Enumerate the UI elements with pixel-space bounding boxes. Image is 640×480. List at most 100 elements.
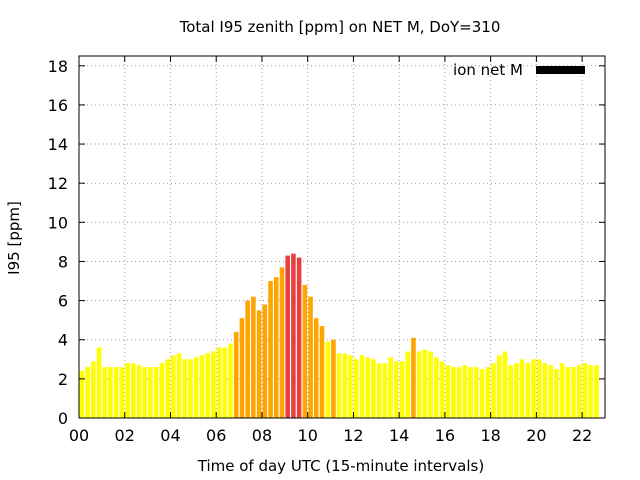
x-tick-label: 02	[115, 426, 135, 445]
bar	[113, 367, 119, 418]
x-tick-label: 04	[160, 426, 180, 445]
x-tick-label: 18	[480, 426, 500, 445]
x-tick-label: 12	[343, 426, 363, 445]
bar	[576, 365, 582, 418]
bar	[102, 367, 108, 418]
bar	[434, 357, 439, 418]
bar	[359, 355, 365, 418]
bar	[342, 353, 348, 418]
bar	[451, 367, 456, 418]
bar	[279, 267, 285, 418]
bar	[428, 351, 433, 418]
chart-title: Total I95 zenith [ppm] on NET M, DoY=310	[179, 18, 501, 36]
bar	[491, 363, 496, 418]
bar	[485, 367, 491, 418]
bar	[388, 357, 393, 418]
bar	[285, 255, 290, 418]
y-tick-label: 2	[58, 370, 68, 389]
bar	[211, 351, 216, 418]
bar	[394, 361, 399, 418]
bar	[376, 363, 382, 418]
bar	[365, 357, 371, 418]
bar	[554, 369, 559, 418]
x-tick-label: 10	[298, 426, 318, 445]
bar	[142, 367, 148, 418]
bar	[594, 365, 599, 418]
bar	[239, 318, 245, 418]
bar	[336, 353, 342, 418]
bar	[131, 363, 136, 418]
bar	[125, 363, 130, 418]
x-tick-label: 08	[252, 426, 272, 445]
bar	[439, 361, 445, 418]
legend-label: ion net M	[453, 61, 523, 79]
bar	[536, 359, 542, 418]
bar	[216, 347, 222, 418]
bar	[96, 347, 102, 418]
y-axis-title: I95 [ppm]	[5, 201, 23, 275]
bar	[399, 361, 405, 418]
bar	[228, 343, 233, 418]
y-tick-label: 4	[58, 331, 68, 350]
bar	[559, 363, 565, 418]
bar	[496, 355, 502, 418]
bar	[188, 359, 193, 418]
x-tick-labels: 00 02 04 06 08 10 12 14 16 18 20 22	[69, 426, 592, 445]
bar	[308, 296, 313, 418]
bar	[136, 365, 142, 418]
bar	[251, 296, 256, 418]
bar	[468, 367, 473, 418]
bar	[416, 351, 422, 418]
bar	[462, 365, 468, 418]
bar	[325, 341, 330, 418]
bar	[456, 367, 462, 418]
bar	[411, 337, 416, 418]
bar	[176, 353, 182, 418]
y-tick-labels: 0 2 4 6 8 10 12 14 16 18	[48, 57, 68, 428]
bar	[153, 367, 159, 418]
y-tick-label: 8	[58, 252, 68, 271]
bar	[199, 355, 205, 418]
bar	[508, 365, 513, 418]
bar	[268, 281, 273, 418]
bar	[148, 367, 153, 418]
x-tick-label: 14	[389, 426, 409, 445]
bar	[405, 351, 411, 418]
bar	[519, 359, 525, 418]
x-tick-label: 22	[572, 426, 592, 445]
y-tick-label: 14	[48, 135, 68, 154]
bar	[205, 353, 210, 418]
y-tick-label: 18	[48, 57, 68, 76]
bar	[514, 363, 519, 418]
bar	[273, 277, 279, 418]
bar	[582, 363, 588, 418]
bar	[91, 361, 96, 418]
bar	[319, 326, 325, 418]
bar	[331, 339, 336, 418]
bar	[422, 349, 428, 418]
x-axis-title: Time of day UTC (15-minute intervals)	[197, 457, 484, 475]
bar	[171, 355, 176, 418]
x-tick-label: 06	[206, 426, 226, 445]
x-tick-label: 00	[69, 426, 89, 445]
bar	[182, 359, 188, 418]
bar	[245, 300, 250, 418]
y-tick-label: 6	[58, 292, 68, 311]
bar	[222, 347, 228, 418]
bar	[119, 367, 125, 418]
axis-ticks	[78, 56, 605, 419]
bar	[79, 371, 85, 418]
bar	[348, 355, 353, 418]
bar	[474, 367, 479, 418]
bar	[382, 363, 388, 418]
bar	[531, 359, 536, 418]
bar	[588, 365, 593, 418]
y-tick-label: 0	[58, 409, 68, 428]
bar	[371, 359, 376, 418]
plot-frame	[78, 55, 606, 419]
bar	[302, 284, 308, 418]
bar	[565, 367, 571, 418]
bar	[108, 367, 113, 418]
bar	[479, 369, 485, 418]
